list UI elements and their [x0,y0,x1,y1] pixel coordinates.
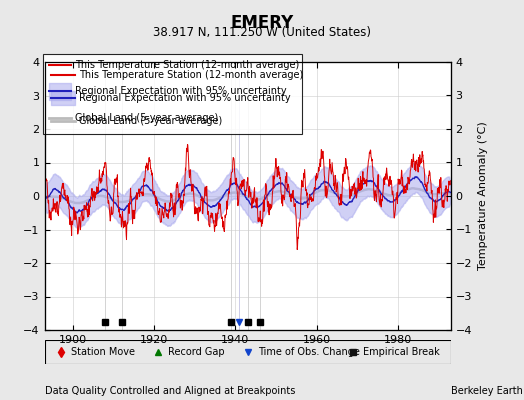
Text: This Temperature Station (12-month average): This Temperature Station (12-month avera… [75,60,299,70]
Text: Global Land (5-year average): Global Land (5-year average) [79,116,222,126]
Text: Regional Expectation with 95% uncertainty: Regional Expectation with 95% uncertaint… [79,93,291,103]
Text: Regional Expectation with 95% uncertainty: Regional Expectation with 95% uncertaint… [75,86,287,96]
Y-axis label: Temperature Anomaly (°C): Temperature Anomaly (°C) [477,122,487,270]
FancyBboxPatch shape [42,54,302,134]
Text: Record Gap: Record Gap [168,347,225,357]
Text: Time of Obs. Change: Time of Obs. Change [258,347,359,357]
Text: Data Quality Controlled and Aligned at Breakpoints: Data Quality Controlled and Aligned at B… [45,386,295,396]
Text: Berkeley Earth: Berkeley Earth [451,386,522,396]
Text: This Temperature Station (12-month average): This Temperature Station (12-month avera… [79,70,303,80]
Text: Global Land (5-year average): Global Land (5-year average) [75,113,219,123]
Text: 38.917 N, 111.250 W (United States): 38.917 N, 111.250 W (United States) [153,26,371,39]
Text: Empirical Break: Empirical Break [363,347,440,357]
Text: EMERY: EMERY [231,14,293,32]
Text: Station Move: Station Move [71,347,135,357]
